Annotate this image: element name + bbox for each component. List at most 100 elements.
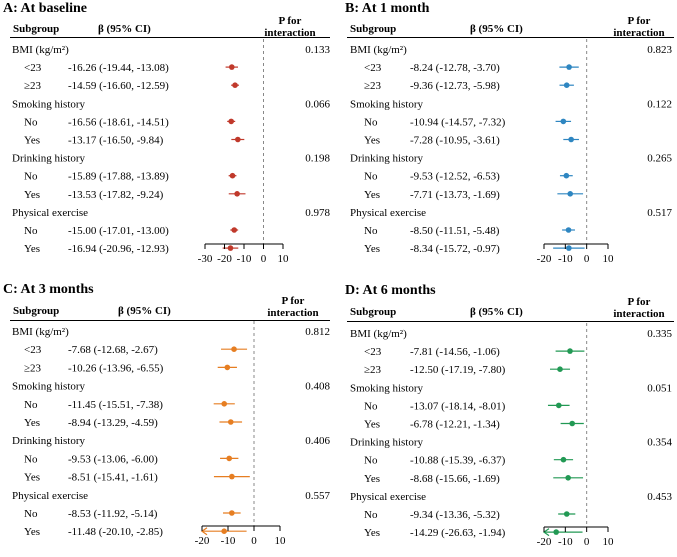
ci-text: -8.53 (-11.92, -5.14) — [68, 508, 158, 520]
beta-header: β (95% CI) — [118, 305, 171, 317]
subgroup-header: Subgroup — [13, 23, 60, 35]
category-label: No — [24, 453, 38, 465]
x-tick-label: -10 — [558, 253, 573, 265]
x-tick-label: -10 — [558, 536, 573, 548]
category-label: No — [364, 509, 378, 521]
p-value: 0.265 — [647, 153, 672, 165]
category-label: ≥23 — [364, 80, 382, 92]
ci-text: -8.34 (-15.72, -0.97) — [410, 243, 500, 255]
category-label: No — [364, 400, 378, 412]
point-estimate — [231, 227, 238, 233]
point-estimate — [563, 82, 570, 88]
group-label: Drinking history — [350, 153, 424, 165]
group-label: BMI (kg/m²) — [350, 328, 407, 340]
p-header-line2: interaction — [264, 27, 316, 39]
x-tick-label: -20 — [537, 253, 552, 265]
category-label: Yes — [364, 419, 380, 431]
group-label: BMI (kg/m²) — [350, 44, 407, 56]
ci-text: -10.88 (-15.39, -6.37) — [410, 455, 506, 467]
category-label: No — [24, 399, 38, 411]
p-header-line1: P for — [278, 15, 302, 27]
category-label: Yes — [364, 189, 380, 201]
ci-text: -16.94 (-20.96, -12.93) — [68, 243, 169, 255]
panel-title: D: At 6 months — [345, 283, 436, 298]
header-rule — [10, 37, 330, 38]
category-label: <23 — [364, 346, 382, 358]
ci-text: -16.26 (-19.44, -13.08) — [68, 62, 169, 74]
panel-d: D: At 6 months Subgroup β (95% CI) P for… — [340, 279, 677, 557]
panel-a: A: At baseline Subgroup β (95% CI) P for… — [0, 0, 336, 278]
panel-c: C: At 3 months Subgroup β (95% CI) P for… — [0, 279, 336, 557]
point-estimate — [557, 366, 563, 372]
category-label: Yes — [364, 243, 380, 255]
point-estimate — [553, 529, 559, 535]
point-estimate — [227, 419, 234, 425]
point-estimate — [565, 227, 572, 233]
point-estimate — [227, 245, 234, 251]
ci-text: -9.36 (-12.73, -5.98) — [410, 80, 500, 92]
point-estimate — [229, 172, 236, 179]
p-value: 0.978 — [305, 207, 330, 219]
category-label: No — [24, 171, 38, 183]
point-estimate — [568, 136, 574, 143]
category-label: ≥23 — [24, 80, 42, 92]
x-tick-label: 0 — [261, 253, 267, 265]
point-estimate — [555, 402, 562, 409]
ci-arrow — [200, 527, 208, 536]
ci-text: -8.94 (-13.29, -4.59) — [68, 417, 158, 429]
panel-b: B: At 1 month Subgroup β (95% CI) P for … — [340, 0, 677, 278]
forest-plot-b: BMI (kg/m²) 0.823 <23 -8.24 (-12.78, -3.70)… — [350, 39, 673, 265]
panel-title: A: At baseline — [3, 1, 87, 16]
x-tick-label: -30 — [198, 253, 213, 265]
ci-text: -8.51 (-15.41, -1.61) — [68, 472, 158, 484]
ci-text: -9.53 (-13.06, -6.00) — [68, 453, 158, 465]
p-header: P for interaction — [258, 295, 328, 319]
p-header: P for interaction — [604, 296, 674, 320]
p-header-line1: P for — [627, 296, 651, 308]
subgroup-header: Subgroup — [350, 23, 397, 35]
ci-text: -7.68 (-12.68, -2.67) — [68, 344, 158, 356]
ci-text: -9.53 (-12.52, -6.53) — [410, 171, 500, 183]
group-label: BMI (kg/m²) — [12, 326, 69, 338]
category-label: Yes — [24, 135, 40, 147]
x-tick-label: -10 — [237, 253, 252, 265]
p-header-line1: P for — [281, 295, 305, 307]
ci-text: -7.28 (-10.95, -3.61) — [410, 135, 500, 147]
point-estimate — [231, 346, 237, 352]
category-label: ≥23 — [24, 362, 42, 374]
ci-text: -7.81 (-14.56, -1.06) — [410, 346, 500, 358]
x-tick-label: 10 — [275, 535, 287, 547]
category-label: Yes — [364, 527, 380, 539]
point-estimate — [560, 456, 567, 463]
point-estimate — [229, 473, 235, 480]
category-label: No — [364, 225, 378, 237]
ci-text: -15.89 (-17.88, -13.89) — [68, 171, 169, 183]
p-header-line2: interaction — [613, 308, 665, 320]
ci-text: -7.71 (-13.73, -1.69) — [410, 189, 500, 201]
category-label: Yes — [24, 526, 40, 538]
ci-text: -10.26 (-13.96, -6.55) — [68, 362, 164, 374]
point-estimate — [567, 191, 574, 197]
p-value: 0.051 — [647, 382, 672, 394]
subgroup-header: Subgroup — [13, 305, 60, 317]
category-label: No — [364, 455, 378, 467]
panel-title: B: At 1 month — [345, 1, 430, 16]
p-header-line1: P for — [627, 15, 651, 27]
category-label: Yes — [24, 243, 40, 255]
ci-text: -11.48 (-20.10, -2.85) — [68, 526, 163, 538]
point-estimate — [221, 401, 228, 407]
p-value: 0.133 — [305, 44, 330, 56]
beta-header: β (95% CI) — [98, 23, 151, 35]
panel-title: C: At 3 months — [3, 282, 94, 297]
x-tick-label: -20 — [195, 535, 210, 547]
p-value: 0.122 — [647, 98, 672, 110]
ci-text: -14.59 (-16.60, -12.59) — [68, 80, 169, 92]
group-label: Physical exercise — [12, 207, 88, 219]
ci-text: -16.56 (-18.61, -14.51) — [68, 116, 169, 128]
p-value: 0.823 — [647, 44, 672, 56]
point-estimate — [224, 364, 231, 371]
point-estimate — [235, 136, 241, 143]
x-tick-label: 0 — [584, 253, 590, 265]
group-label: BMI (kg/m²) — [12, 44, 69, 56]
group-label: Drinking history — [12, 153, 86, 165]
